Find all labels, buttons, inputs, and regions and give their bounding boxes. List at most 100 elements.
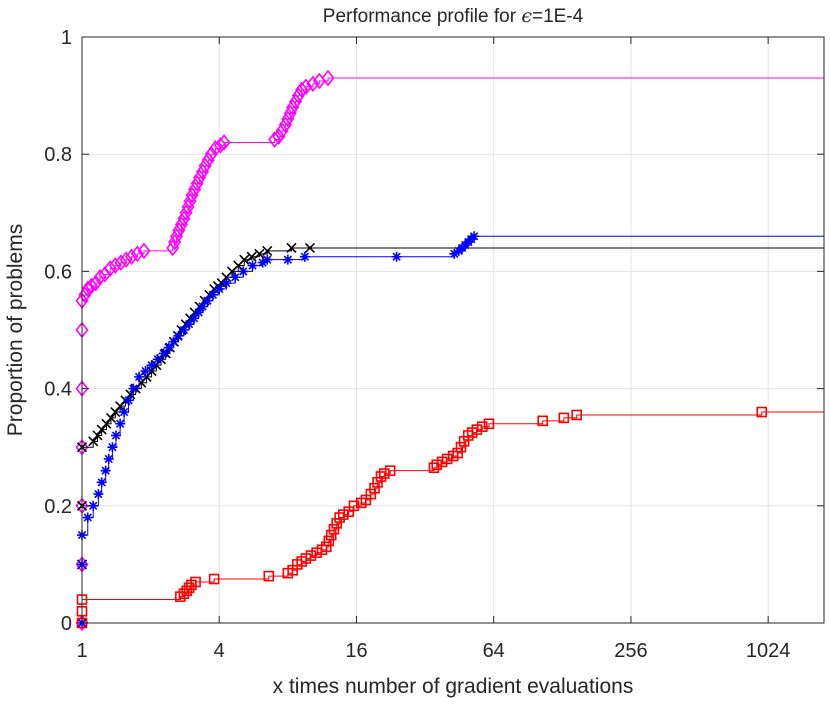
data-point-asterisk [282,254,293,265]
y-tick-label: 0.4 [44,379,72,401]
data-point-diamond [283,104,297,122]
data-point-asterisk [111,430,122,441]
data-point-x [246,251,257,262]
data-point-square [476,421,488,432]
data-point-asterisk [146,360,157,371]
data-point-diamond [306,75,320,93]
data-point-diamond [268,131,282,148]
x-tick-label: 256 [614,640,647,662]
series-diamond [75,69,825,632]
y-tick-label: 0.6 [44,261,72,283]
data-point-square [311,547,322,558]
series-layer [75,69,825,632]
data-point-diamond [278,116,292,134]
data-point-square [431,459,443,471]
data-point-square [483,418,495,430]
data-point-diamond [217,134,231,151]
data-point-square [369,482,380,494]
data-point-x [262,245,273,256]
data-point-square [384,465,396,476]
data-point-diamond [193,169,207,186]
data-point-square [348,500,360,512]
data-point-square [471,424,483,435]
data-point-square [441,453,453,465]
data-point-asterisk [168,336,179,347]
data-point-asterisk [152,354,163,365]
data-point-asterisk [140,366,151,377]
data-point-square [190,576,201,588]
data-point-diamond [174,216,188,233]
data-point-asterisk [247,260,258,271]
data-point-asterisk [119,407,130,418]
data-point-square [263,570,275,582]
data-point-diamond [166,239,180,257]
data-point-x [88,436,99,447]
data-point-square [323,535,335,547]
data-point-diamond [321,69,335,87]
chart-title-symbol: ϵ [521,5,532,27]
data-point-square [305,550,317,561]
data-point-diamond [291,87,305,104]
axis-ticks: 1 4 16 64 256 1024 0 0.2 0.4 0.6 0.8 1 [44,27,824,662]
data-point-x [304,242,316,254]
data-point-diamond [137,242,151,260]
data-point-square [571,409,582,421]
data-point-diamond [198,157,212,175]
data-point-asterisk [202,295,213,306]
data-point-asterisk [299,251,310,262]
data-point-diamond [93,268,107,286]
data-point-diamond [78,286,92,304]
data-point-diamond [281,110,295,128]
data-point-diamond [204,145,218,163]
data-point-asterisk [163,342,174,353]
data-point-diamond [98,266,112,283]
data-point-diamond [289,93,303,110]
x-tick-label: 4 [214,640,225,662]
data-point-square [175,591,186,602]
data-point-diamond [208,140,222,157]
x-tick-label: 16 [345,640,367,662]
data-point-asterisk [134,371,145,382]
data-point-x [105,412,117,423]
data-point-asterisk [391,251,402,262]
data-point-asterisk [88,500,99,511]
data-point-asterisk [107,442,118,453]
data-point-diamond [183,192,197,210]
data-point-asterisk [82,512,93,523]
data-point-asterisk [128,383,139,394]
data-point-diamond [213,137,227,154]
data-point-square [331,518,342,529]
data-point-diamond [84,277,98,295]
chart-title-suffix: =1E-4 [532,6,584,27]
data-point-diamond [177,210,191,227]
data-point-square [379,468,390,479]
data-point-asterisk [173,330,184,341]
data-point-diamond [103,260,117,277]
data-point-x [92,430,103,441]
y-tick-label: 0.8 [44,144,72,166]
series-asterisk [77,231,825,628]
data-point-asterisk [115,418,126,429]
data-point-diamond [181,198,195,216]
data-point-diamond [188,181,202,198]
data-point-asterisk [123,395,134,406]
data-point-square [452,447,464,459]
data-point-asterisk [230,272,241,283]
y-axis-label: Proportion of problems [4,224,27,436]
data-point-asterisk [469,231,480,242]
data-point-square [321,541,332,553]
data-point-square [428,462,440,474]
data-point-diamond [299,78,313,96]
data-point-diamond [119,251,133,268]
data-point-diamond [190,175,204,192]
data-point-square [375,471,387,482]
data-point-asterisk [178,325,189,335]
data-point-asterisk [214,283,225,294]
data-point-asterisk [449,248,460,259]
data-point-asterisk [257,257,268,268]
data-point-square [183,582,195,594]
x-tick-label: 1 [76,640,87,662]
data-point-diamond [125,248,139,266]
